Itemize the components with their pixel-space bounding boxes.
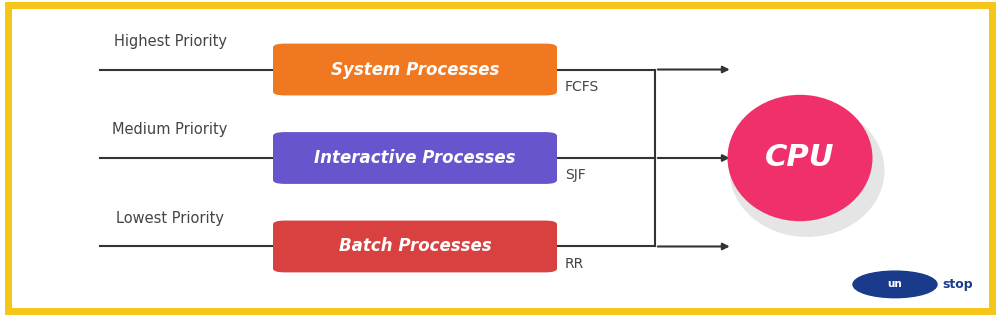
Circle shape: [853, 271, 937, 298]
FancyBboxPatch shape: [273, 221, 557, 272]
Ellipse shape: [728, 95, 872, 221]
Text: Highest Priority: Highest Priority: [114, 33, 226, 49]
Text: Batch Processes: Batch Processes: [339, 238, 491, 255]
FancyBboxPatch shape: [273, 132, 557, 184]
FancyBboxPatch shape: [273, 44, 557, 95]
Text: System Processes: System Processes: [331, 61, 499, 78]
Text: FCFS: FCFS: [565, 80, 599, 94]
Text: Interactive Processes: Interactive Processes: [314, 149, 516, 167]
Text: stop: stop: [942, 278, 973, 291]
Text: Lowest Priority: Lowest Priority: [116, 210, 224, 226]
Text: un: un: [888, 279, 902, 289]
Ellipse shape: [730, 104, 885, 237]
Text: SJF: SJF: [565, 168, 586, 182]
Text: Medium Priority: Medium Priority: [112, 122, 228, 137]
Text: RR: RR: [565, 257, 584, 271]
Text: CPU: CPU: [765, 143, 835, 173]
